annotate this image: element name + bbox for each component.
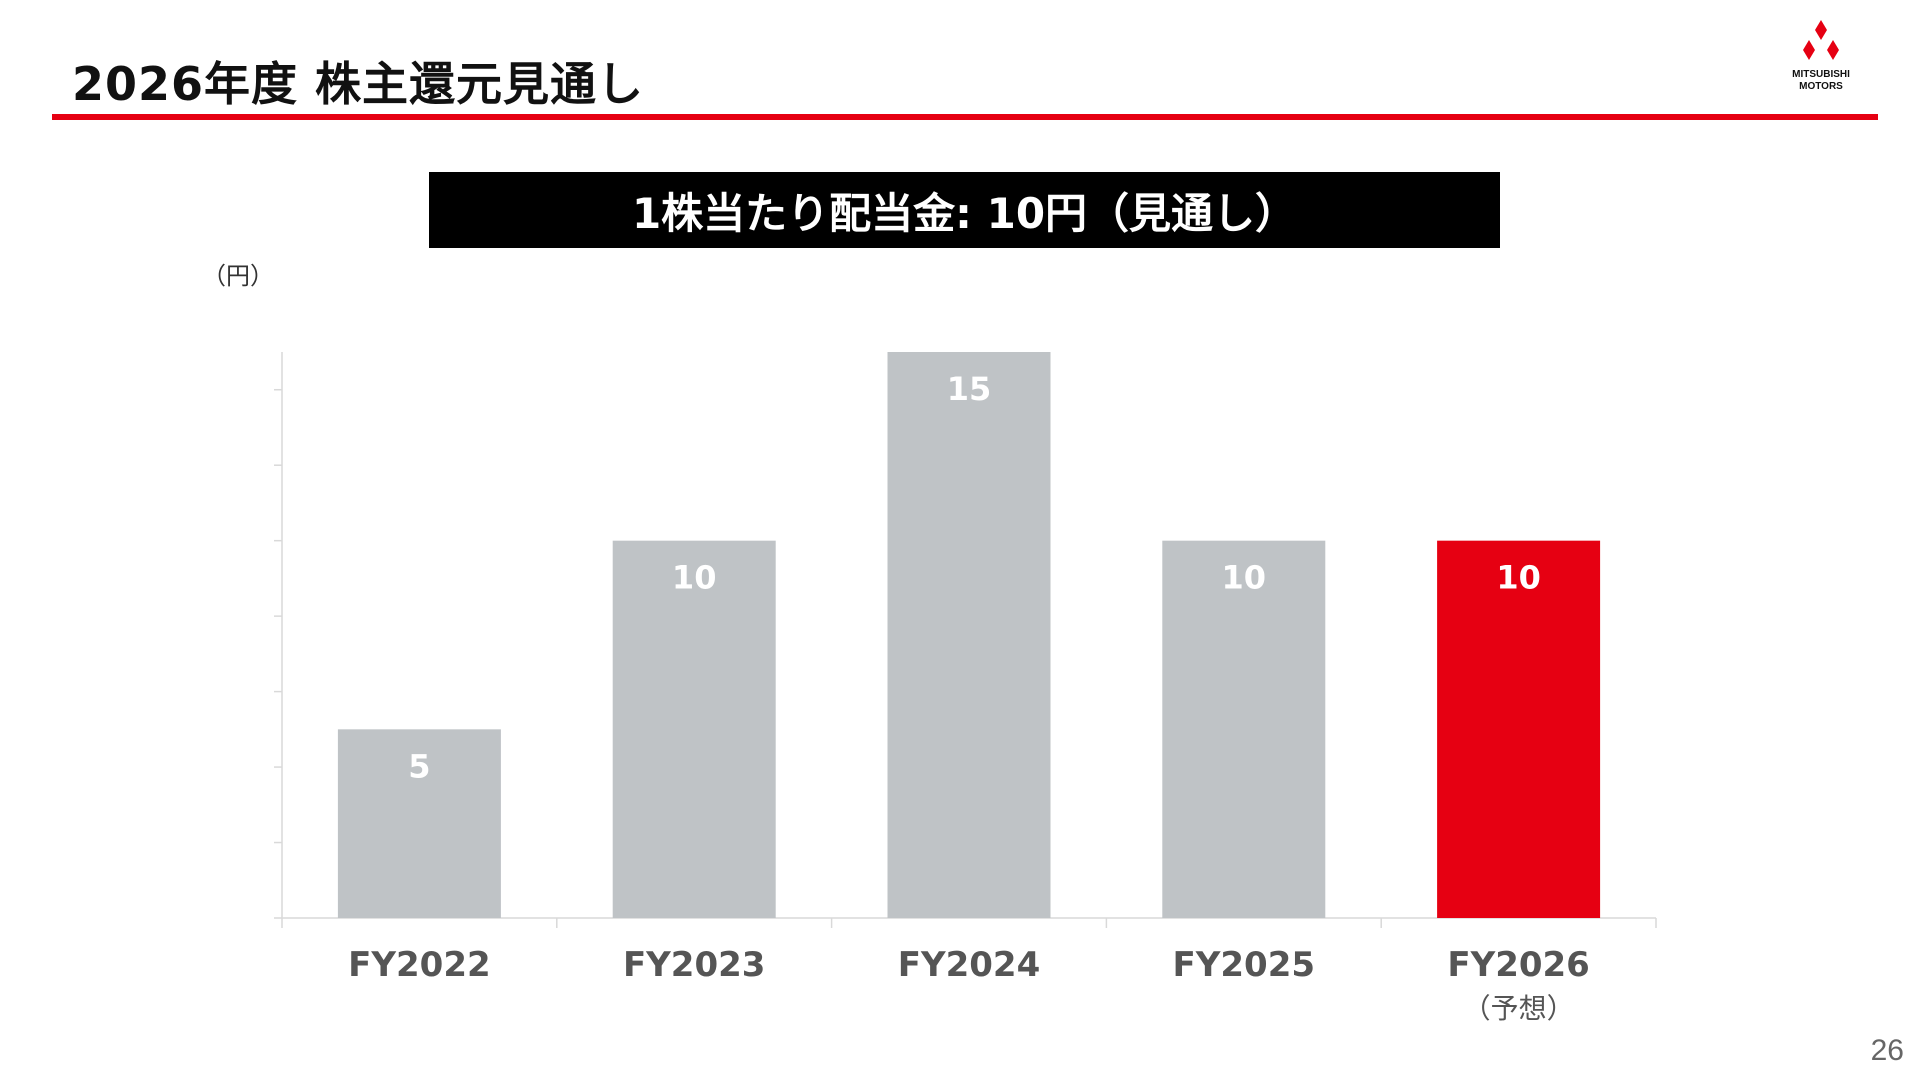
x-tick-sublabel: （予想） — [1463, 992, 1575, 1025]
page-number: 26 — [1870, 1034, 1904, 1067]
data-label: 10 — [1496, 559, 1541, 597]
data-label: 5 — [408, 747, 430, 785]
title-divider — [52, 114, 1878, 120]
bar — [887, 352, 1051, 918]
bar-forecast — [1437, 540, 1601, 918]
logo-text-line1: MITSUBISHI — [1792, 69, 1850, 80]
x-tick-label: FY2022 — [348, 945, 490, 985]
x-tick-label: FY2024 — [898, 945, 1040, 985]
data-label: 15 — [947, 370, 992, 408]
company-logo: MITSUBISHI MOTORS — [1776, 20, 1866, 100]
x-tick-label: FY2023 — [623, 945, 765, 985]
x-tick-label: FY2025 — [1173, 945, 1315, 985]
bar — [337, 729, 501, 918]
page-title: 2026年度 株主還元見通し — [72, 57, 645, 111]
y-axis-unit-label: （円） — [202, 262, 274, 290]
x-tick-label: FY2026 — [1447, 945, 1589, 985]
data-label: 10 — [672, 559, 717, 597]
data-label: 10 — [1222, 559, 1267, 597]
bar — [1162, 540, 1326, 918]
bar — [612, 540, 776, 918]
dividend-banner: 1株当たり配当金: 10円（見通し） — [429, 172, 1500, 248]
logo-text-line2: MOTORS — [1799, 81, 1843, 92]
three-diamonds-logo-icon — [1803, 20, 1839, 60]
